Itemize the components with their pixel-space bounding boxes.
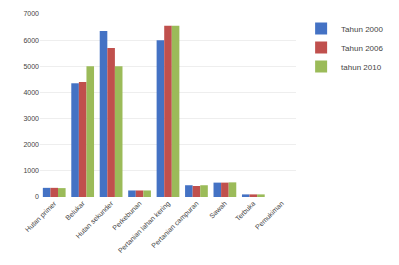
svg-text:Tahun 2000: Tahun 2000 [341, 25, 383, 34]
svg-text:2000: 2000 [23, 141, 39, 148]
svg-text:Sawah: Sawah [208, 200, 228, 220]
svg-text:Perkebunan: Perkebunan [111, 200, 143, 232]
svg-text:3000: 3000 [23, 115, 39, 122]
svg-text:Hutan sekunder: Hutan sekunder [74, 199, 114, 239]
svg-text:Pemukiman: Pemukiman [254, 200, 285, 231]
svg-text:4000: 4000 [23, 89, 39, 96]
svg-text:5000: 5000 [23, 63, 39, 70]
svg-text:1000: 1000 [23, 167, 39, 174]
svg-text:0: 0 [35, 193, 39, 200]
svg-text:Hutan primer: Hutan primer [24, 199, 59, 234]
svg-text:7000: 7000 [23, 10, 39, 17]
svg-text:tahun 2010: tahun 2010 [341, 63, 382, 72]
svg-text:Belukar: Belukar [64, 199, 86, 221]
svg-text:Pertanian campuran: Pertanian campuran [150, 200, 200, 250]
svg-text:Tahun 2006: Tahun 2006 [341, 44, 383, 53]
svg-text:Pertanian lahan kering: Pertanian lahan kering [117, 200, 172, 255]
svg-text:Terbuka: Terbuka [234, 200, 257, 223]
svg-text:6000: 6000 [23, 37, 39, 44]
